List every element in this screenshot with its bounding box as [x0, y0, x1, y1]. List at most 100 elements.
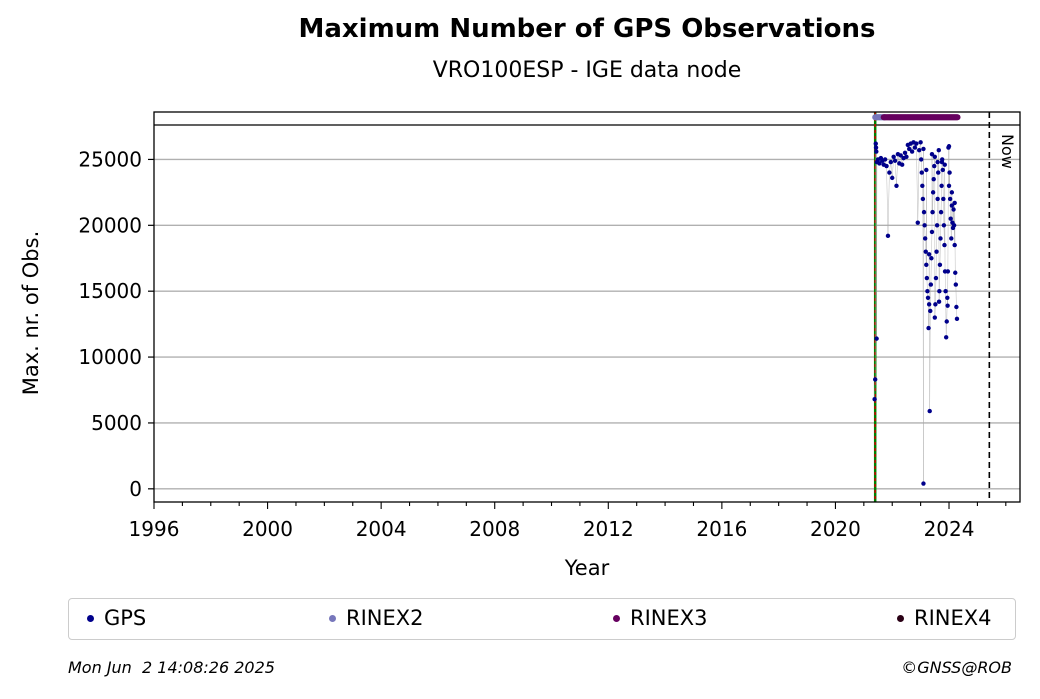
- gps-point: [922, 223, 927, 228]
- gps-point: [948, 216, 953, 221]
- footer-credit: ©GNSS@ROB: [901, 658, 1012, 677]
- plot-frame: [153, 111, 1021, 503]
- gps-point: [877, 161, 882, 166]
- gps-point: [932, 163, 937, 169]
- gps-point: [890, 175, 895, 181]
- gps-point: [947, 196, 953, 202]
- gps-point: [951, 207, 956, 212]
- x-tick-label: 2004: [356, 517, 407, 541]
- gps-point: [899, 162, 905, 167]
- gps-point: [920, 183, 925, 188]
- gps-point: [922, 236, 928, 241]
- gps-point: [941, 196, 946, 202]
- legend-label-rinex3: RINEX3: [630, 606, 708, 630]
- gps-point: [945, 303, 950, 308]
- gps-point: [947, 170, 952, 175]
- y-tick-label: 10000: [78, 345, 142, 369]
- gps-point: [943, 335, 949, 340]
- gps-point: [933, 275, 939, 281]
- gps-point: [929, 151, 935, 157]
- gps-point: [902, 150, 908, 156]
- footer-timestamp: Mon Jun 2 14:08:26 2025: [68, 658, 275, 677]
- gps-point: [945, 295, 950, 300]
- gps-point: [892, 158, 898, 163]
- gps-point: [935, 159, 940, 165]
- legend-marker-gps: [87, 614, 94, 622]
- rinex-point-rinex3: [954, 114, 961, 121]
- gps-point: [932, 315, 938, 320]
- chart-subtitle: VRO100ESP - IGE data node: [432, 58, 742, 83]
- gps-point: [952, 200, 957, 206]
- legend: GPS RINEX2 RINEX3 RINEX4: [68, 598, 1016, 640]
- gps-point: [918, 157, 924, 162]
- y-tick-label: 0: [129, 477, 142, 501]
- gps-point: [934, 223, 940, 228]
- gps-point: [921, 481, 926, 486]
- x-tick-label: 2000: [242, 517, 293, 541]
- gps-point: [884, 163, 889, 169]
- gps-point: [953, 270, 958, 275]
- gps-point: [951, 223, 957, 228]
- gps-point: [909, 149, 915, 154]
- gps-point: [904, 154, 909, 159]
- gps-point: [914, 141, 919, 146]
- gps-point: [943, 288, 948, 294]
- x-tick-label: 2012: [583, 517, 634, 541]
- gps-point: [933, 302, 938, 307]
- gps-point: [925, 295, 931, 300]
- gps-point: [927, 408, 932, 414]
- legend-marker-rinex4: [897, 614, 904, 622]
- x-tick-label: 2024: [924, 517, 975, 541]
- legend-label-rinex4: RINEX4: [914, 606, 992, 630]
- gps-point: [944, 319, 949, 324]
- gps-point: [929, 229, 935, 235]
- x-tick-label: 2016: [696, 517, 747, 541]
- gps-point: [915, 220, 920, 225]
- gps-point: [935, 196, 940, 202]
- gps-point: [907, 146, 912, 152]
- legend-item-rinex3: RINEX3: [613, 606, 708, 630]
- gps-point: [921, 146, 926, 152]
- legend-marker-rinex3: [613, 614, 620, 622]
- x-tick-label: 2020: [810, 517, 861, 541]
- gps-point: [938, 209, 944, 215]
- y-tick-label: 20000: [78, 213, 142, 237]
- gps-point: [894, 183, 899, 188]
- y-tick-label: 5000: [91, 411, 142, 435]
- gps-point: [941, 223, 947, 228]
- x-tick-label: 2008: [469, 517, 520, 541]
- gps-point: [921, 209, 927, 215]
- gps-point: [925, 288, 930, 294]
- gps-point: [949, 236, 954, 241]
- gps-point: [887, 170, 892, 175]
- gps-point: [936, 170, 941, 175]
- gps-point: [923, 249, 928, 254]
- legend-label-rinex2: RINEX2: [346, 606, 424, 630]
- data-layer: [872, 112, 991, 502]
- gps-point: [928, 282, 934, 287]
- gps-point: [937, 262, 943, 268]
- gps-point: [872, 377, 878, 382]
- gps-point: [926, 302, 932, 307]
- y-axis-label: Max. nr. of Obs.: [19, 231, 43, 396]
- gps-point: [919, 170, 924, 175]
- gps-point: [939, 183, 944, 188]
- gps-point: [924, 262, 929, 268]
- now-label: Now: [998, 134, 1017, 169]
- gps-point: [949, 190, 955, 195]
- gps-point: [891, 154, 896, 159]
- gps-point: [936, 148, 941, 153]
- gps-point: [926, 252, 932, 257]
- gps-point: [952, 242, 957, 248]
- gps-point: [931, 176, 936, 182]
- gps-point: [938, 236, 943, 241]
- x-axis-label: Year: [564, 556, 610, 580]
- gps-point: [874, 336, 879, 341]
- y-tick-label: 15000: [78, 279, 142, 303]
- grid-layer: [154, 124, 1020, 490]
- gps-point: [937, 288, 942, 294]
- legend-label-gps: GPS: [104, 606, 147, 630]
- gps-point: [932, 154, 938, 159]
- gps-point: [942, 162, 947, 167]
- gps-point: [934, 249, 939, 254]
